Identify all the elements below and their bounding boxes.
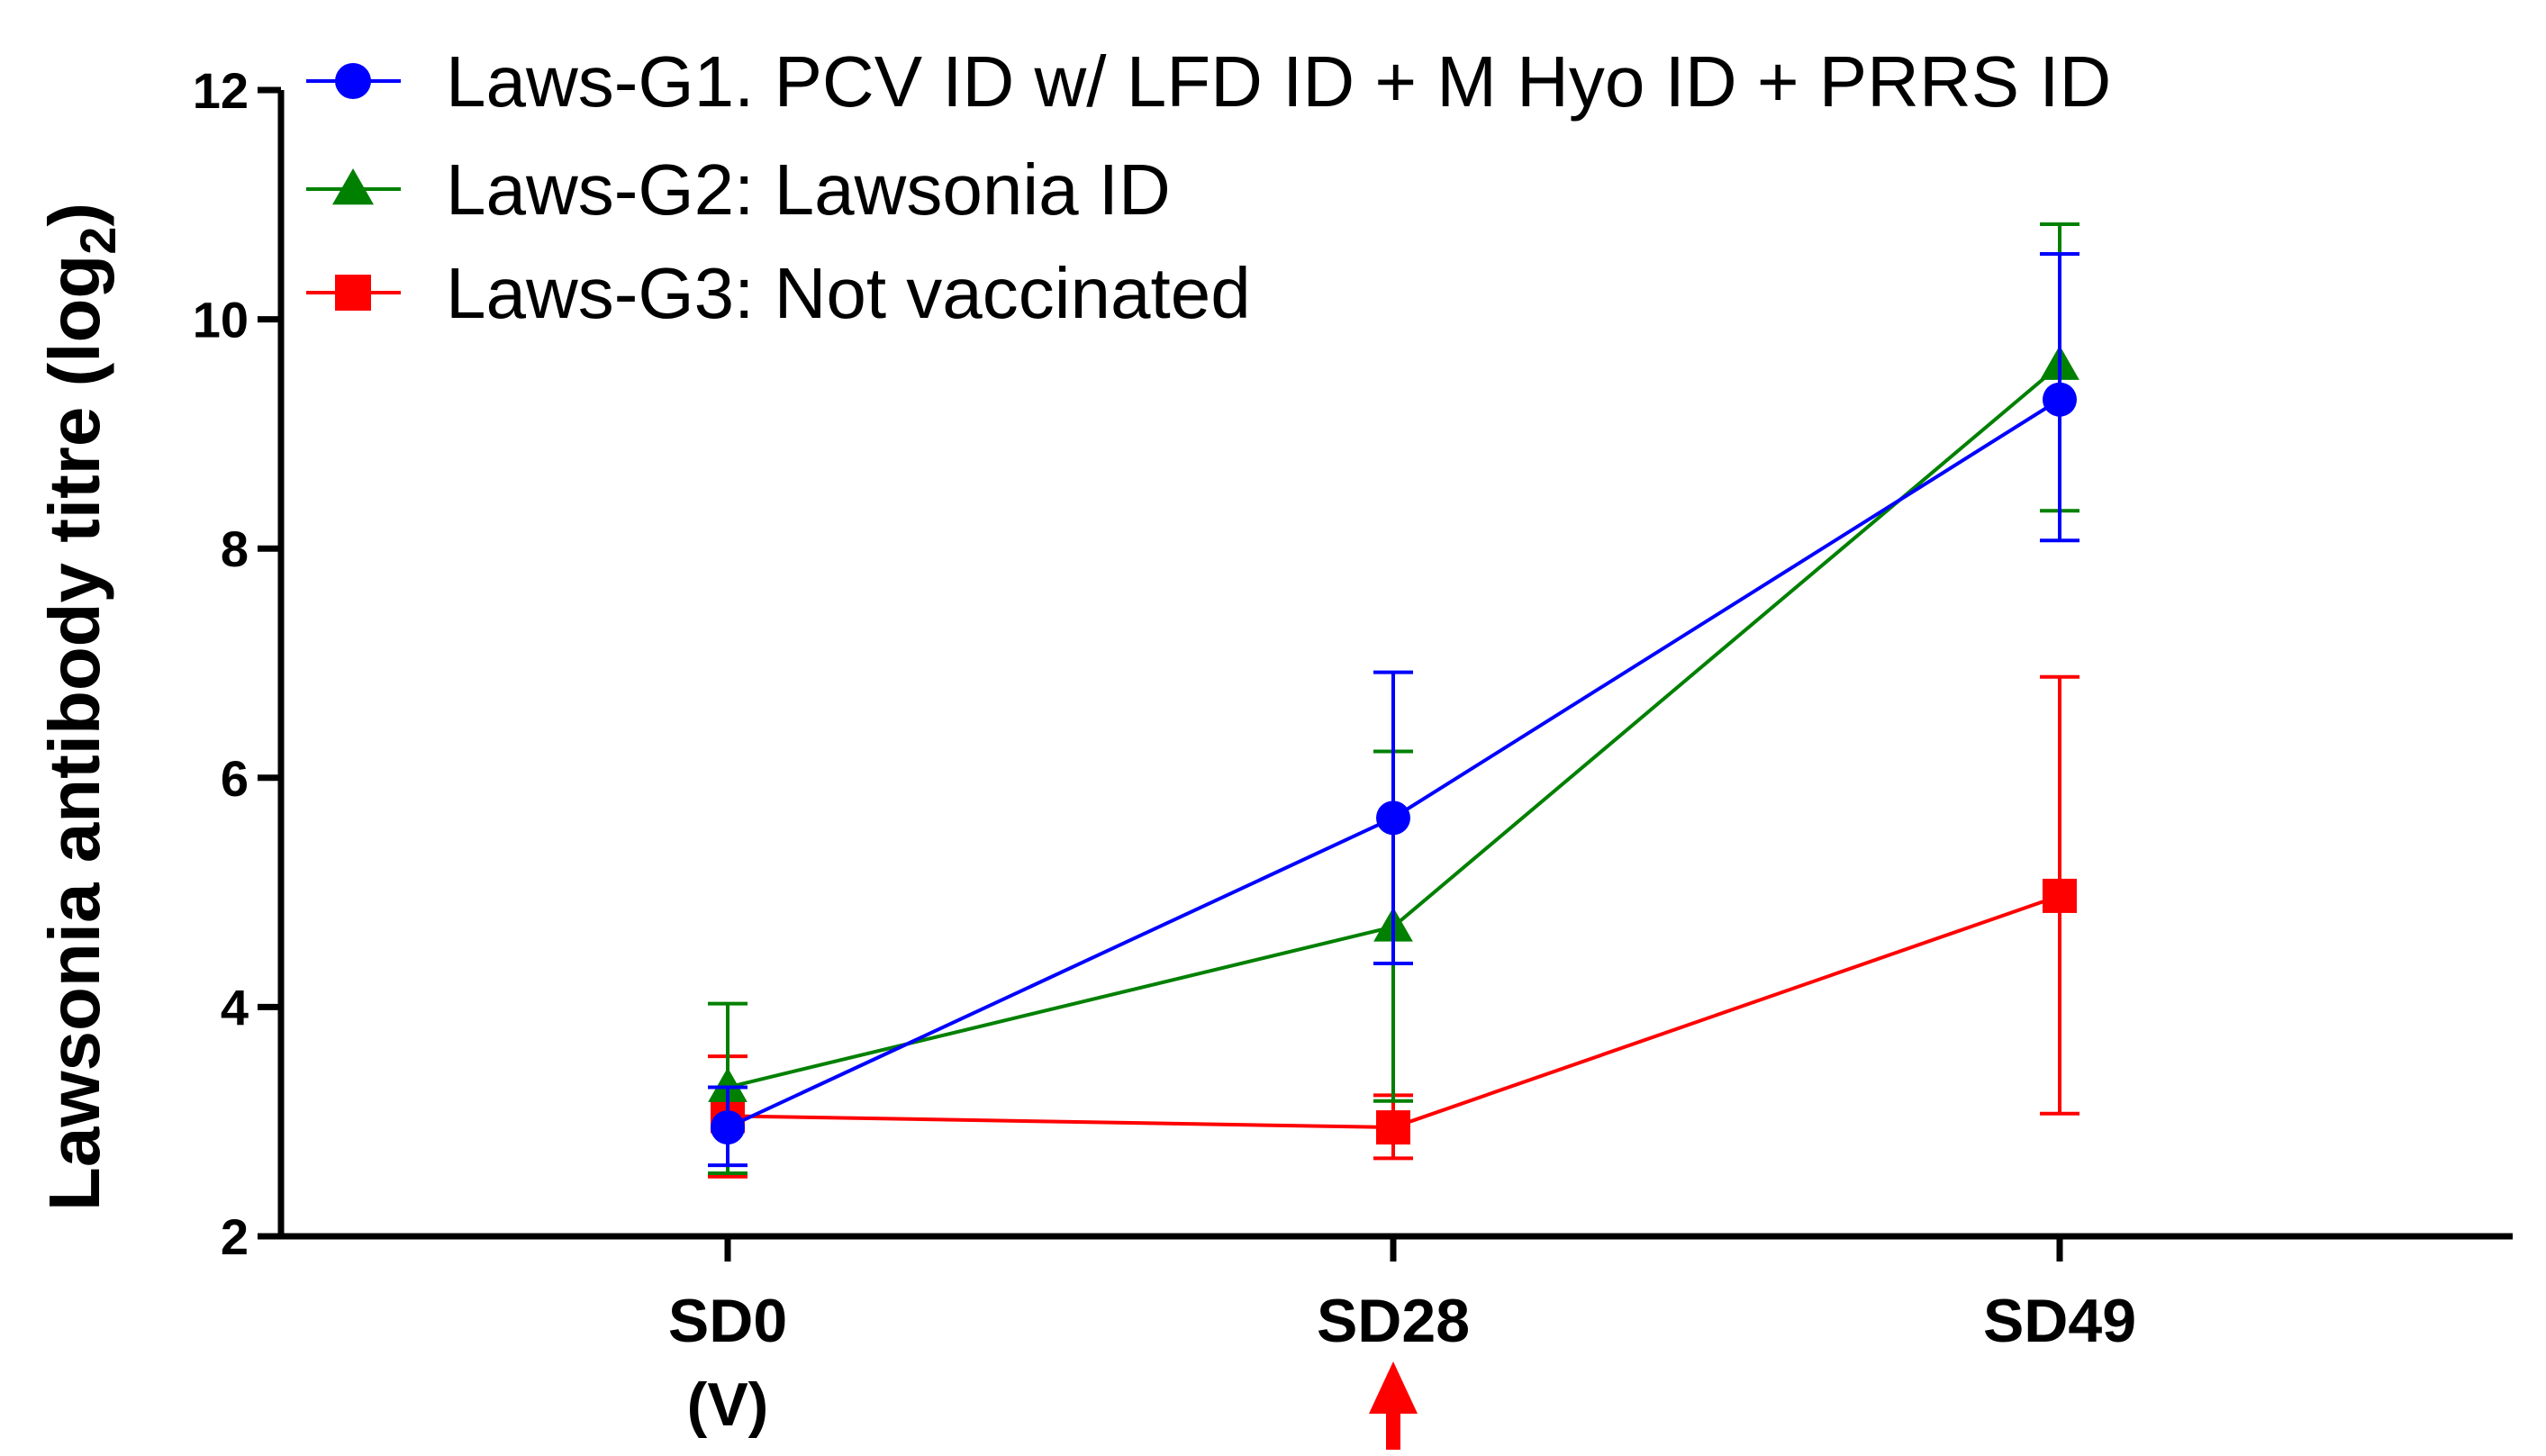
arrow-head [1369, 1361, 1418, 1414]
y-tick-label-2: 2 [221, 1208, 249, 1265]
y-axis-label: Lawsonia antibody titre (log2) [34, 203, 126, 1211]
legend-item-2: Laws-G2: Lawsonia ID [306, 149, 1171, 230]
y-axis-label-main: Lawsonia antibody titre (log [34, 255, 114, 1211]
legend-marker-3 [335, 275, 371, 311]
y-tick-label-10: 10 [193, 292, 249, 348]
y-axis-label-subscript: 2 [69, 227, 126, 255]
series-3-point-2 [2043, 878, 2077, 913]
y-tick-label-8: 8 [221, 520, 249, 577]
series-layer [708, 222, 2079, 1179]
legend-label-3: Laws-G3: Not vaccinated [446, 253, 1251, 333]
x-tick-label-sd49: SD49 [1983, 1287, 2136, 1355]
y-tick-label-12: 12 [193, 62, 249, 119]
axes: 2 4 6 8 10 12 SD0 (V) SD28 SD49 [193, 62, 2513, 1439]
legend-label-1: Laws-G1. PCV ID w/ LFD ID + M Hyo ID + P… [446, 41, 2111, 122]
y-tick-label-4: 4 [221, 979, 249, 1035]
series-2-point-0 [708, 1067, 747, 1102]
legend-item-1: Laws-G1. PCV ID w/ LFD ID + M Hyo ID + P… [306, 41, 2111, 122]
y-tick-label-6: 6 [221, 750, 249, 807]
legend-label-2: Laws-G2: Lawsonia ID [446, 149, 1171, 230]
legend-marker-2 [332, 168, 374, 205]
legend-marker-1 [335, 63, 371, 99]
arrow-shaft [1386, 1412, 1400, 1450]
x-tick-sublabel-sd0: (V) [687, 1370, 769, 1439]
series-3-point-1 [1376, 1110, 1410, 1145]
legend: Laws-G1. PCV ID w/ LFD ID + M Hyo ID + P… [306, 41, 2111, 333]
y-axis-label-suffix: ) [34, 203, 114, 227]
series-1 [708, 252, 2079, 1168]
series-1-point-2 [2043, 382, 2077, 417]
legend-item-3: Laws-G3: Not vaccinated [306, 253, 1251, 333]
series-1-point-0 [711, 1110, 745, 1145]
x-tick-label-sd28: SD28 [1317, 1287, 1470, 1355]
x-tick-label-sd0: SD0 [668, 1287, 787, 1355]
annotation [1369, 1361, 1418, 1450]
series-1-point-1 [1376, 800, 1410, 836]
